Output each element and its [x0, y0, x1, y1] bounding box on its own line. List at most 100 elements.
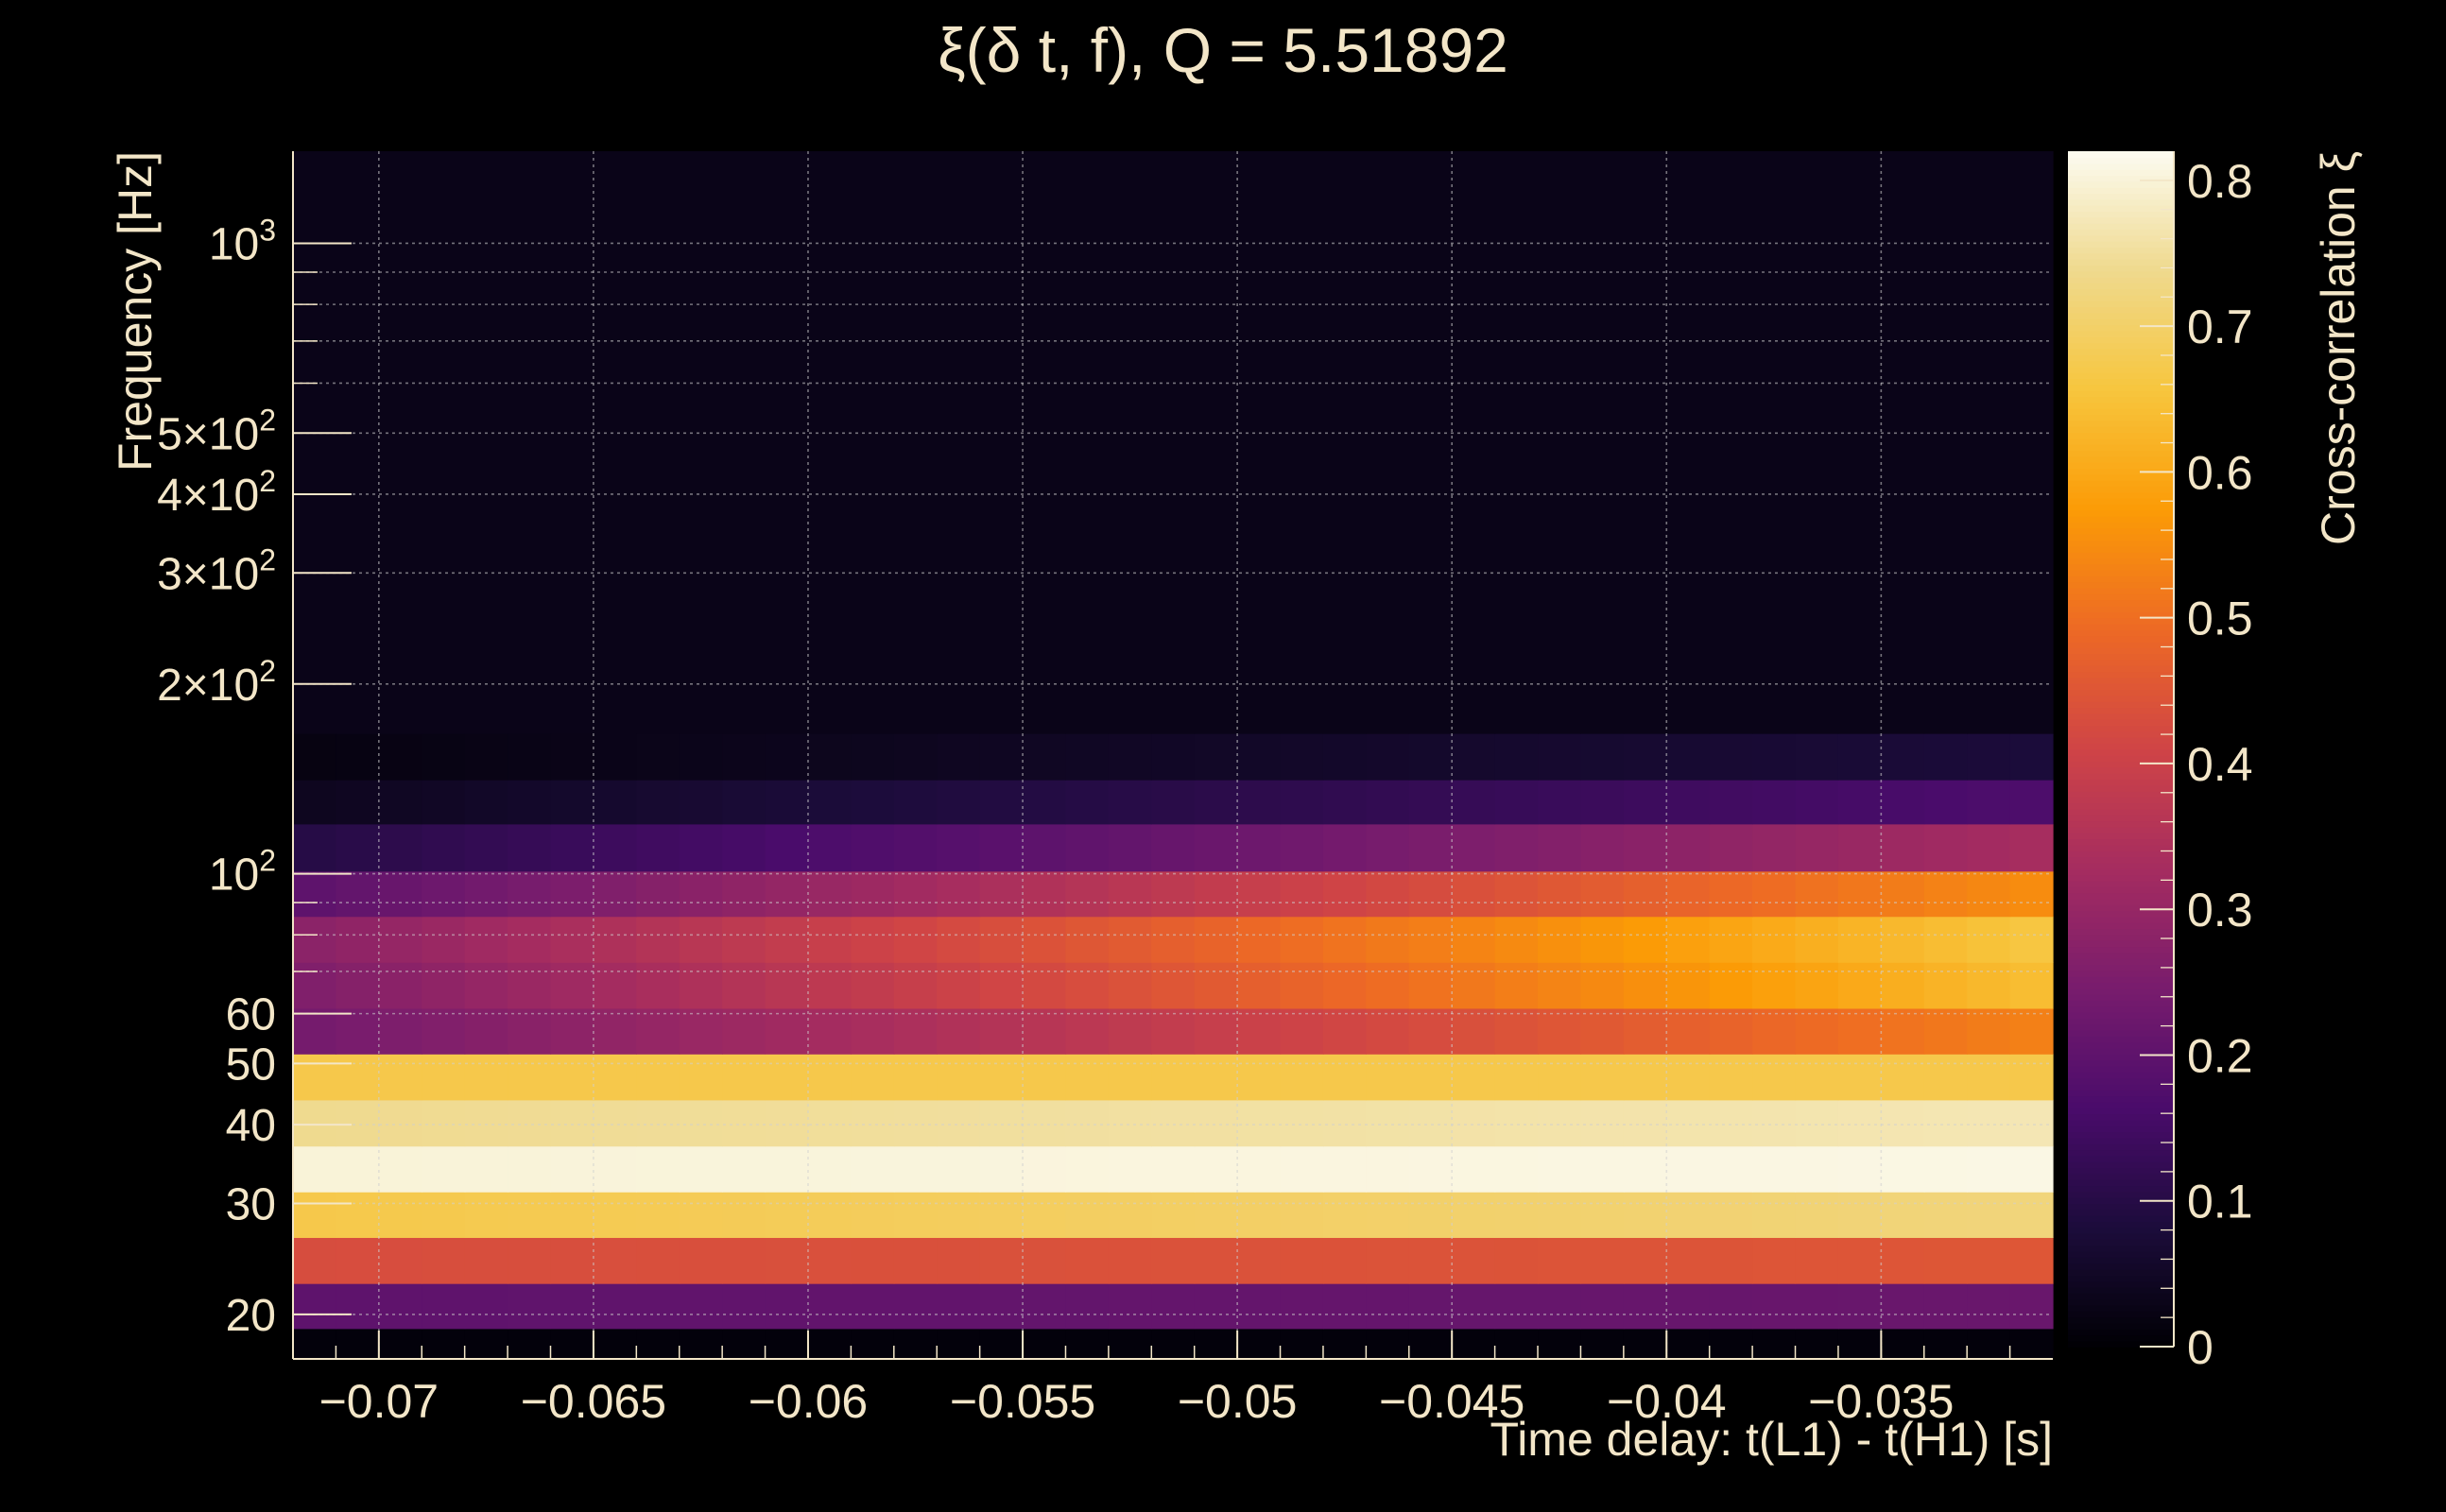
heatmap-cell: [422, 1007, 466, 1055]
heatmap-cell: [550, 1237, 594, 1284]
heatmap-cell: [1065, 1054, 1110, 1101]
heatmap-cell: [679, 151, 723, 734]
heatmap-cell: [1366, 733, 1410, 781]
colorbar-segment: [2068, 975, 2174, 983]
heatmap-cell: [1151, 1007, 1196, 1055]
colorbar-segment: [2068, 180, 2174, 188]
colorbar-segment: [2068, 677, 2174, 684]
heatmap-cell: [1280, 733, 1324, 781]
heatmap-cell: [336, 1007, 380, 1055]
colorbar-segment: [2068, 1322, 2174, 1330]
colorbar-segment: [2068, 856, 2174, 864]
heatmap-cell: [1237, 1145, 1282, 1193]
heatmap-cell: [1923, 823, 1968, 872]
heatmap-cell: [422, 1145, 466, 1193]
colorbar-segment: [2068, 479, 2174, 487]
heatmap-cell: [1752, 916, 1797, 963]
heatmap-cell: [937, 1145, 981, 1193]
colorbar-segment: [2068, 151, 2174, 159]
heatmap-cell: [1580, 823, 1625, 872]
heatmap-cell: [422, 1328, 466, 1360]
heatmap-cell: [1452, 1328, 1496, 1360]
heatmap-cell: [464, 962, 508, 1009]
colorbar-segment: [2068, 216, 2174, 224]
colorbar-segment: [2068, 850, 2174, 858]
heatmap-cell: [851, 1099, 895, 1147]
heatmap-cell: [851, 780, 895, 825]
heatmap-cell: [1194, 1099, 1238, 1147]
heatmap-cell: [1065, 823, 1110, 872]
heatmap-cell: [937, 962, 981, 1009]
heatmap-cell: [1280, 151, 1324, 734]
heatmap-cell: [1408, 1237, 1453, 1284]
colorbar-segment: [2068, 629, 2174, 637]
heatmap-cell: [1666, 870, 1711, 918]
heatmap-cell: [2009, 780, 2054, 825]
heatmap-cell: [1666, 1145, 1711, 1193]
heatmap-cell: [464, 1007, 508, 1055]
heatmap-cell: [1065, 780, 1110, 825]
heatmap-cell: [1366, 1099, 1410, 1147]
heatmap-cell: [1881, 1328, 1925, 1360]
heatmap-cell: [1923, 1328, 1968, 1360]
heatmap-cell: [1709, 870, 1753, 918]
heatmap-cell: [1023, 1283, 1067, 1330]
heatmap-cell: [336, 1192, 380, 1238]
heatmap-cell: [550, 1328, 594, 1360]
heatmap-cell: [1322, 1007, 1367, 1055]
colorbar-segment: [2068, 294, 2174, 301]
colorbar-segment: [2068, 736, 2174, 744]
heatmap-cell: [1709, 780, 1753, 825]
heatmap-cell: [1795, 1192, 1839, 1238]
x-axis-ticks: −0.07 −0.065 −0.06 −0.055 −0.05 −0.045 −0.04 −0…: [319, 1331, 2011, 1428]
colorbar-segment: [2068, 892, 2174, 900]
heatmap-cells: [293, 151, 2054, 1360]
heatmap-cell: [1237, 151, 1282, 734]
heatmap-cell: [1408, 1145, 1453, 1193]
heatmap-cell: [979, 1283, 1024, 1330]
heatmap-cell: [1108, 962, 1152, 1009]
heatmap-cell: [422, 780, 466, 825]
colorbar-segment: [2068, 1250, 2174, 1258]
heatmap-cell: [1538, 1099, 1582, 1147]
heatmap-cell: [979, 870, 1024, 918]
heatmap-cell: [1881, 1145, 1925, 1193]
heatmap-cell: [1366, 870, 1410, 918]
heatmap-cell: [636, 962, 680, 1009]
colorbar-segment: [2068, 330, 2174, 337]
heatmap-cell: [422, 870, 466, 918]
heatmap-cell: [893, 780, 938, 825]
heatmap-cell: [293, 1054, 337, 1101]
heatmap-cell: [1538, 780, 1582, 825]
heatmap-cell: [464, 1237, 508, 1284]
colorbar-tick-label: 0.4: [2187, 738, 2253, 791]
colorbar-segment: [2068, 635, 2174, 643]
heatmap-cell: [722, 823, 767, 872]
heatmap-cell: [593, 870, 637, 918]
colorbar-segment: [2068, 1011, 2174, 1019]
colorbar-segment: [2068, 1065, 2174, 1073]
heatmap-cell: [1967, 733, 2011, 781]
heatmap-cell: [2009, 1054, 2054, 1101]
heatmap-cell: [1837, 1145, 1882, 1193]
heatmap-cell: [893, 1283, 938, 1330]
colorbar-segment: [2068, 1232, 2174, 1240]
heatmap-cell: [1881, 1237, 1925, 1284]
heatmap-cell: [336, 1145, 380, 1193]
heatmap-cell: [1494, 1237, 1539, 1284]
heatmap-cell: [593, 780, 637, 825]
heatmap-cell: [937, 733, 981, 781]
heatmap-cell: [1795, 870, 1839, 918]
heatmap-cell: [464, 1145, 508, 1193]
heatmap-cell: [1151, 733, 1196, 781]
heatmap-cell: [464, 916, 508, 963]
colorbar-segment: [2068, 1280, 2174, 1288]
heatmap-cell: [1494, 1007, 1539, 1055]
colorbar-segment: [2068, 779, 2174, 786]
colorbar-segment: [2068, 903, 2174, 912]
heatmap-cell: [979, 1328, 1024, 1360]
heatmap-cell: [464, 870, 508, 918]
colorbar-segment: [2068, 265, 2174, 272]
colorbar-segment: [2068, 378, 2174, 386]
